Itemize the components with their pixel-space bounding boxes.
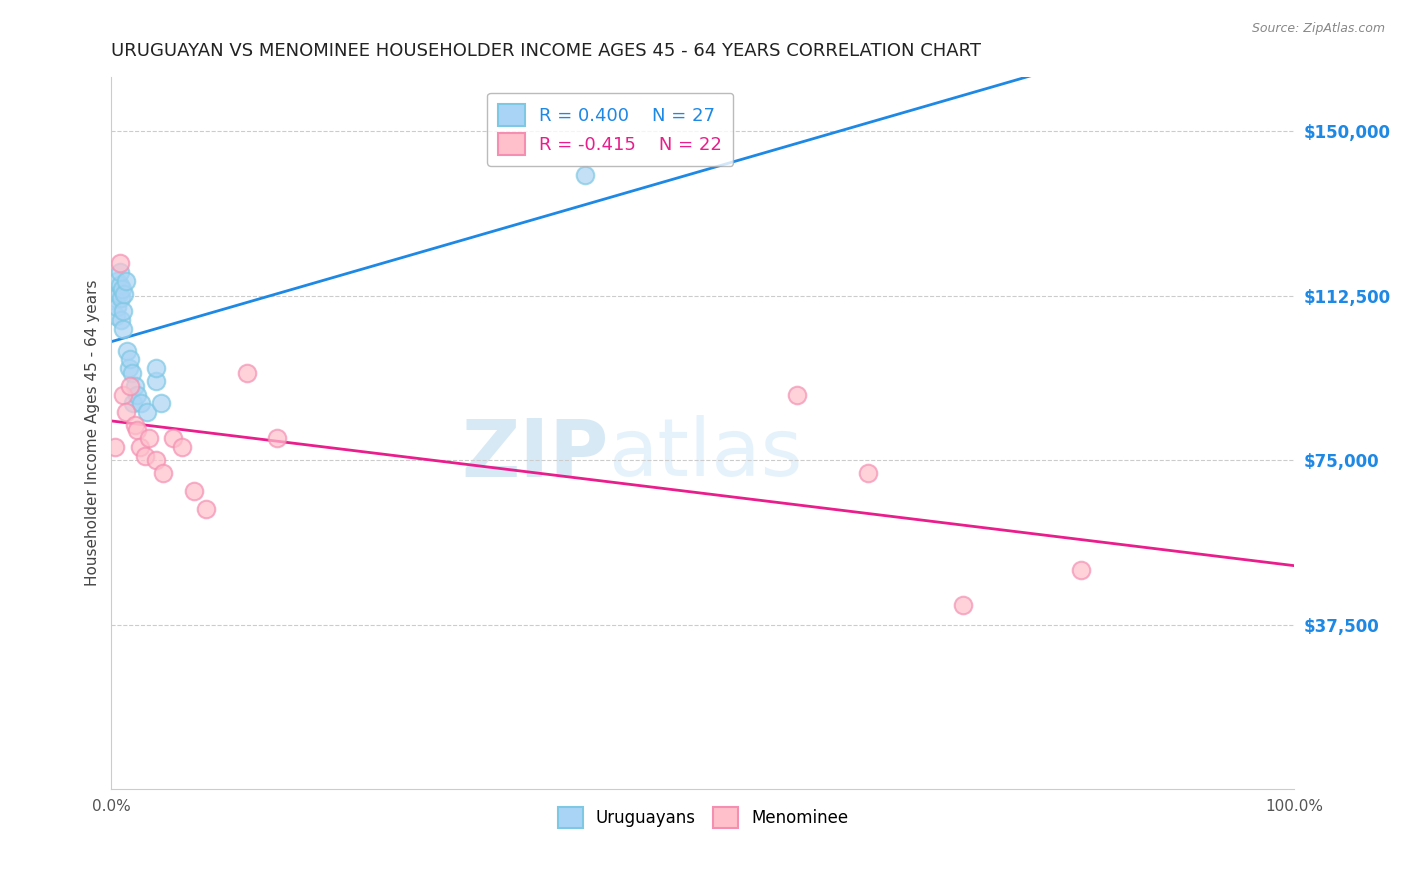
Point: [108, 256, 131, 270]
Point: [104, 291, 127, 305]
Point: [145, 453, 167, 467]
Point: [127, 423, 149, 437]
Point: [105, 309, 128, 323]
Legend: Uruguayans, Menominee: Uruguayans, Menominee: [551, 801, 855, 834]
Point: [108, 265, 131, 279]
Point: [138, 431, 160, 445]
Point: [127, 387, 149, 401]
Point: [266, 431, 288, 445]
Point: [129, 396, 152, 410]
Point: [107, 286, 129, 301]
Text: atlas: atlas: [609, 416, 803, 493]
Point: [108, 277, 131, 292]
Point: [145, 361, 167, 376]
Point: [115, 343, 138, 358]
Point: [858, 467, 880, 481]
Point: [110, 291, 132, 305]
Point: [112, 322, 135, 336]
Point: [128, 440, 150, 454]
Point: [121, 366, 143, 380]
Point: [152, 467, 174, 481]
Point: [120, 352, 142, 367]
Point: [236, 366, 259, 380]
Point: [952, 598, 974, 612]
Point: [110, 313, 132, 327]
Point: [118, 361, 141, 376]
Point: [112, 304, 135, 318]
Point: [1070, 563, 1092, 577]
Point: [111, 282, 134, 296]
Point: [162, 431, 184, 445]
Text: URUGUAYAN VS MENOMINEE HOUSEHOLDER INCOME AGES 45 - 64 YEARS CORRELATION CHART: URUGUAYAN VS MENOMINEE HOUSEHOLDER INCOM…: [111, 42, 981, 60]
Point: [112, 387, 135, 401]
Point: [574, 168, 596, 182]
Point: [105, 273, 128, 287]
Point: [145, 375, 167, 389]
Point: [134, 449, 156, 463]
Point: [112, 286, 135, 301]
Text: Source: ZipAtlas.com: Source: ZipAtlas.com: [1251, 22, 1385, 36]
Point: [172, 440, 194, 454]
Point: [135, 405, 157, 419]
Point: [150, 396, 173, 410]
Point: [121, 396, 143, 410]
Point: [195, 501, 218, 516]
Point: [114, 273, 136, 287]
Point: [120, 378, 142, 392]
Y-axis label: Householder Income Ages 45 - 64 years: Householder Income Ages 45 - 64 years: [86, 280, 100, 586]
Point: [104, 440, 127, 454]
Point: [124, 418, 146, 433]
Point: [114, 405, 136, 419]
Point: [124, 378, 146, 392]
Point: [183, 483, 205, 498]
Text: ZIP: ZIP: [461, 416, 609, 493]
Point: [105, 300, 128, 314]
Point: [786, 387, 808, 401]
